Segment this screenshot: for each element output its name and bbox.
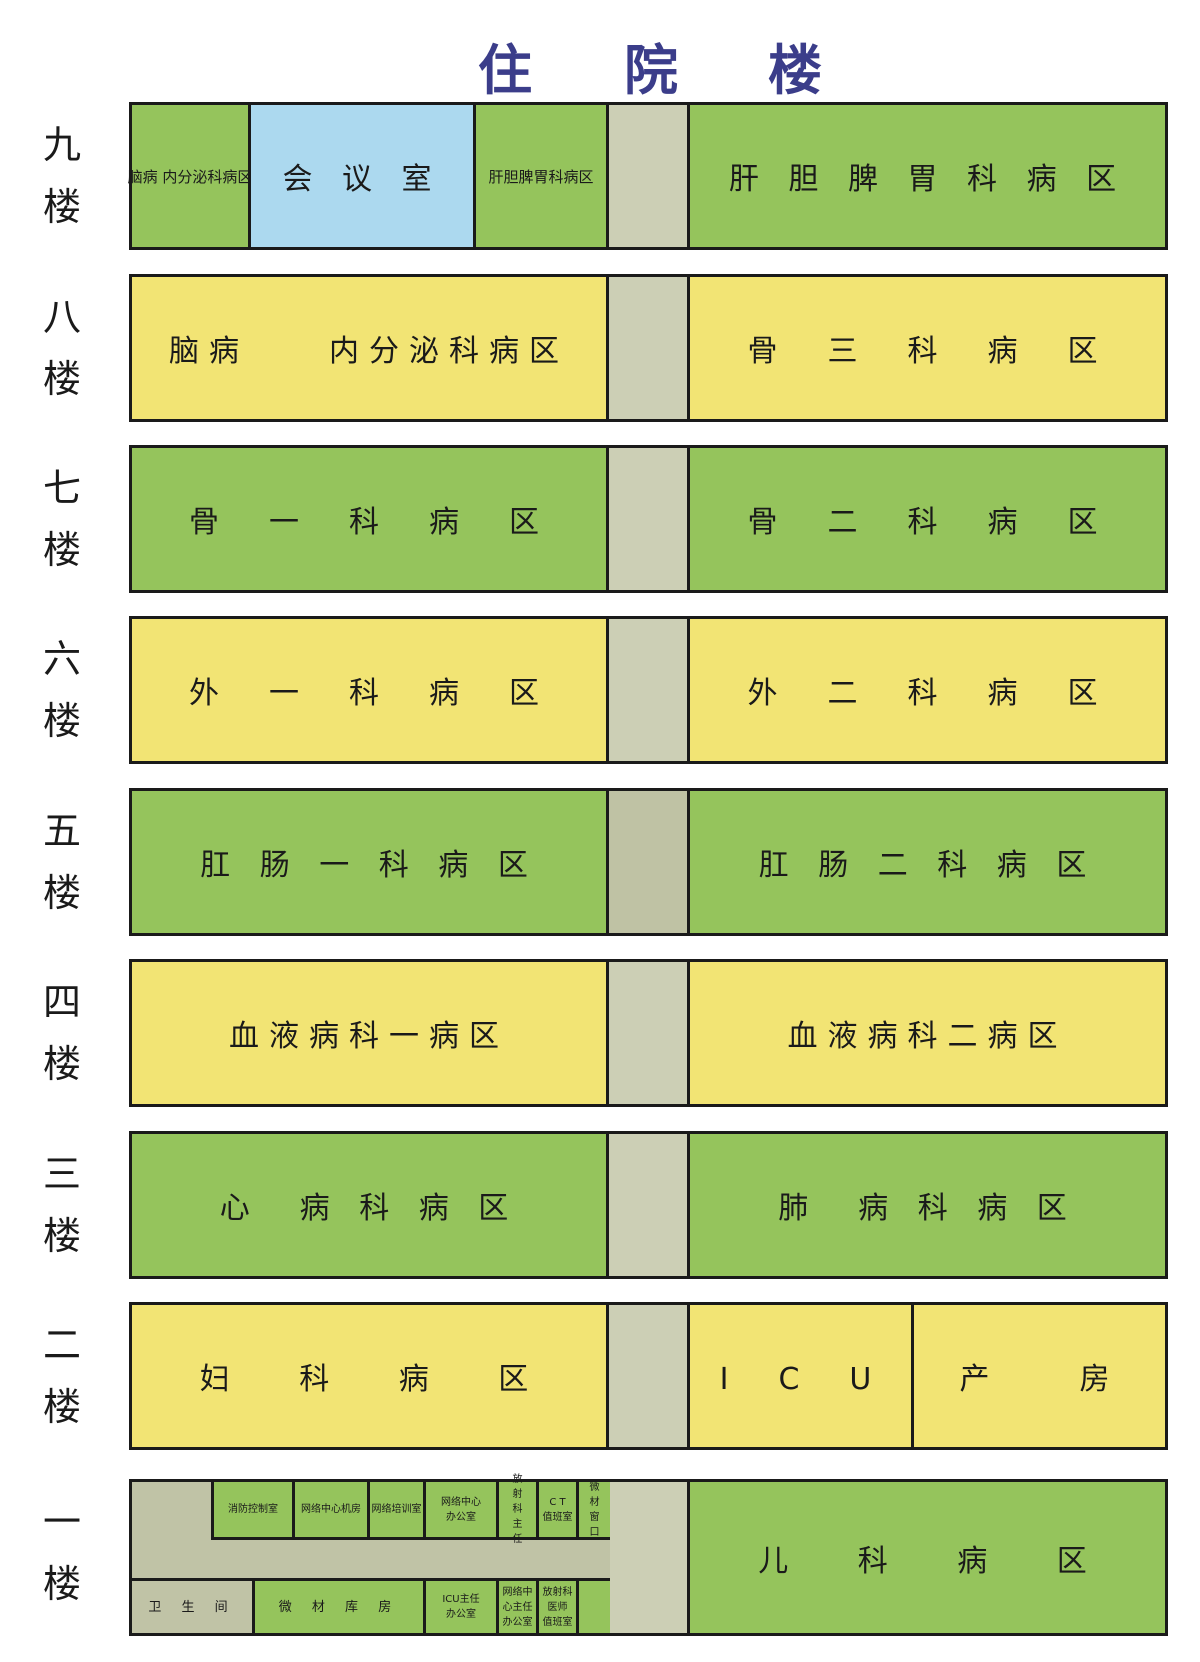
- room: 心 病 科 病 区: [132, 1134, 606, 1276]
- room: 微 材 窗 口: [576, 1479, 613, 1540]
- room: 网络中心机房: [292, 1479, 370, 1540]
- room: 血液病科一病区: [132, 962, 606, 1104]
- floor-suffix: 楼: [42, 1214, 81, 1258]
- room: 肝 胆 脾 胃 科 病 区: [690, 105, 1165, 247]
- floor-number: 九: [42, 123, 81, 167]
- room-icu: I C U: [690, 1305, 914, 1447]
- room: 骨 三 科 病 区: [690, 277, 1165, 419]
- floor-suffix: 楼: [42, 1042, 81, 1086]
- floor-suffix: 楼: [42, 185, 81, 229]
- room: 肛 肠 一 科 病 区: [132, 791, 606, 933]
- room: 妇 科 病 区: [132, 1305, 606, 1447]
- floor-label: 三楼: [36, 1143, 88, 1267]
- room-meeting: 会 议 室: [251, 105, 476, 247]
- floor-label: 五楼: [36, 800, 88, 924]
- room: ICU主任 办公室: [423, 1578, 499, 1636]
- floor-label: 九楼: [36, 114, 88, 238]
- floor-number: 二: [42, 1323, 81, 1367]
- title-char: 楼: [768, 39, 822, 102]
- room: 儿 科 病 区: [690, 1482, 1165, 1633]
- floor-4: 血液病科一病区 血液病科二病区: [129, 959, 1168, 1107]
- floor-6: 外 一 科 病 区外 二 科 病 区: [129, 616, 1168, 764]
- room: 骨 二 科 病 区: [690, 448, 1165, 590]
- floor-number: 八: [42, 295, 81, 339]
- room: 消防控制室: [211, 1479, 295, 1540]
- corridor: [610, 1482, 690, 1633]
- room: 肺 病 科 病 区: [690, 1134, 1165, 1276]
- room: 放射科 医师 值班室: [536, 1578, 579, 1636]
- floor-suffix: 楼: [42, 357, 81, 401]
- corridor: [606, 105, 690, 247]
- floor-number: 一: [42, 1500, 81, 1544]
- room: 肛 肠 二 科 病 区: [690, 791, 1165, 933]
- corridor: [606, 277, 690, 419]
- room-delivery: 产 房: [914, 1305, 1165, 1447]
- floor-7: 骨 一 科 病 区骨 二 科 病 区: [129, 445, 1168, 593]
- corridor: [606, 448, 690, 590]
- room: 脑病 内分泌科病区: [132, 277, 606, 419]
- room: 微 材 库 房: [252, 1578, 426, 1636]
- room: [576, 1578, 613, 1636]
- floor-9: 脑病 内分泌科病区会 议 室肝胆脾胃科病区肝 胆 脾 胃 科 病 区: [128, 102, 1168, 250]
- floor-number: 三: [42, 1152, 81, 1196]
- floor-suffix: 楼: [42, 871, 81, 915]
- title-char: 住: [478, 39, 532, 102]
- floor-suffix: 楼: [42, 528, 81, 572]
- room: C T 值班室: [536, 1479, 579, 1540]
- floor-3: 心 病 科 病 区肺 病 科 病 区: [129, 1131, 1168, 1279]
- title-char: 院: [624, 39, 678, 102]
- corridor: [606, 619, 690, 761]
- corridor: [606, 1134, 690, 1276]
- floor-label: 一楼: [36, 1491, 88, 1615]
- floor-label: 八楼: [36, 286, 88, 410]
- floor-number: 七: [42, 466, 81, 510]
- corridor: [606, 791, 690, 933]
- corridor: [606, 962, 690, 1104]
- floor-5: 肛 肠 一 科 病 区肛 肠 二 科 病 区: [129, 788, 1168, 936]
- room: 骨 一 科 病 区: [132, 448, 606, 590]
- floor-label: 二楼: [36, 1314, 88, 1438]
- room: 脑病 内分泌科病区: [128, 105, 252, 247]
- floor-8: 脑病 内分泌科病区骨 三 科 病 区: [129, 274, 1168, 422]
- floor-label: 四楼: [36, 971, 88, 1095]
- floor-suffix: 楼: [42, 1562, 81, 1606]
- room: 网络中心 办公室: [423, 1479, 499, 1540]
- floor-suffix: 楼: [42, 699, 81, 743]
- room: 网络培训室: [367, 1479, 426, 1540]
- room: 网络中 心主任 办公室: [496, 1578, 539, 1636]
- room: 放 射 科 主 任: [496, 1474, 539, 1545]
- corridor: [606, 1305, 690, 1447]
- floor-number: 四: [42, 980, 81, 1024]
- floor-label: 六楼: [36, 628, 88, 752]
- room: 血液病科二病区: [690, 962, 1165, 1104]
- floor-number: 五: [42, 809, 81, 853]
- room: 卫 生 间: [129, 1578, 255, 1636]
- room: 外 一 科 病 区: [132, 619, 606, 761]
- floor-suffix: 楼: [42, 1385, 81, 1429]
- room: 肝胆脾胃科病区: [476, 105, 606, 247]
- room: 外 二 科 病 区: [690, 619, 1165, 761]
- floor-number: 六: [42, 637, 81, 681]
- floor-label: 七楼: [36, 457, 88, 581]
